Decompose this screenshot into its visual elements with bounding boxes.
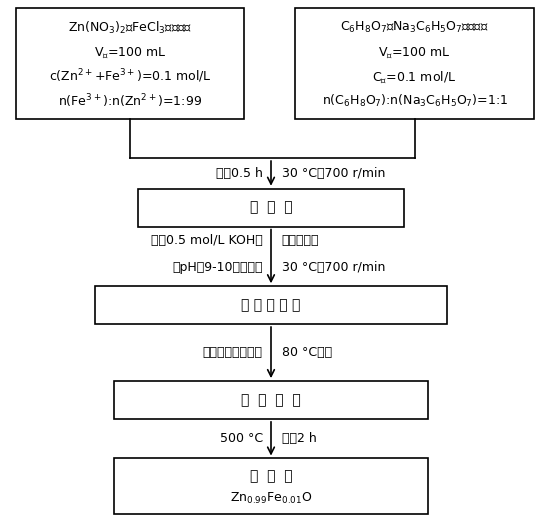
Bar [138, 189, 404, 227]
Text: 80 °C烘干: 80 °C烘干 [282, 346, 332, 359]
Bar [16, 8, 244, 119]
Text: 离心，蒸馏水清洗: 离心，蒸馏水清洗 [203, 346, 263, 359]
Text: V$_总$=100 mL: V$_总$=100 mL [378, 45, 451, 60]
Text: 搅拌0.5 h: 搅拌0.5 h [216, 167, 263, 180]
Text: 至pH到9-10时，停止: 至pH到9-10时，停止 [172, 261, 263, 275]
Text: Zn(NO$_3$)$_2$和FeCl$_3$混合溶液: Zn(NO$_3$)$_2$和FeCl$_3$混合溶液 [68, 20, 192, 36]
Text: 催  化  剂: 催 化 剂 [250, 469, 292, 483]
Text: 煅烧2 h: 煅烧2 h [282, 432, 317, 445]
Text: 磁力搅拌，: 磁力搅拌， [282, 234, 319, 247]
Bar [95, 286, 447, 324]
Text: C$_总$=0.1 mol/L: C$_总$=0.1 mol/L [372, 69, 457, 84]
Text: 30 °C、700 r/min: 30 °C、700 r/min [282, 261, 385, 275]
Text: 固  体  物  质: 固 体 物 质 [241, 393, 301, 407]
Text: C$_6$H$_8$O$_7$和Na$_3$C$_6$H$_5$O$_7$混合溶液: C$_6$H$_8$O$_7$和Na$_3$C$_6$H$_5$O$_7$混合溶… [340, 20, 489, 35]
Text: c(Zn$^{2+}$+Fe$^{3+}$)=0.1 mol/L: c(Zn$^{2+}$+Fe$^{3+}$)=0.1 mol/L [49, 68, 211, 85]
Text: n(Fe$^{3+}$):n(Zn$^{2+}$)=1:99: n(Fe$^{3+}$):n(Zn$^{2+}$)=1:99 [58, 92, 202, 110]
Text: 固 液 混 合 物: 固 液 混 合 物 [241, 298, 301, 312]
Text: 混  合  液: 混 合 液 [250, 201, 292, 214]
Text: n(C$_6$H$_8$O$_7$):n(Na$_3$C$_6$H$_5$O$_7$)=1:1: n(C$_6$H$_8$O$_7$):n(Na$_3$C$_6$H$_5$O$_… [321, 93, 508, 109]
Text: Zn$_{0.99}$Fe$_{0.01}$O: Zn$_{0.99}$Fe$_{0.01}$O [230, 491, 312, 506]
Bar [114, 381, 428, 419]
Text: 滴加0.5 mol/L KOH，: 滴加0.5 mol/L KOH， [151, 234, 263, 247]
Text: 30 °C、700 r/min: 30 °C、700 r/min [282, 167, 385, 180]
Bar [114, 458, 428, 514]
Bar [295, 8, 534, 119]
Text: V$_总$=100 mL: V$_总$=100 mL [94, 45, 166, 60]
Text: 500 °C: 500 °C [220, 432, 263, 445]
